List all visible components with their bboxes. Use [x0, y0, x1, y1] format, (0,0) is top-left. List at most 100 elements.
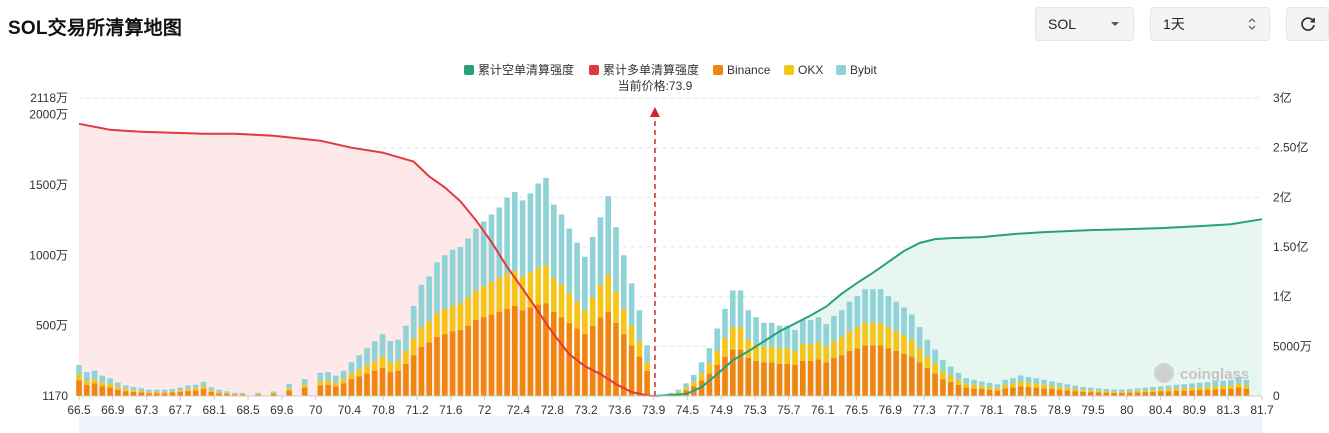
bar-bybit: [434, 262, 440, 313]
bar-binance: [792, 365, 798, 396]
current-price-label: 当前价格:73.9: [618, 78, 693, 93]
bar-binance: [768, 362, 775, 396]
bar-bybit: [947, 366, 954, 376]
bar-bybit: [1095, 388, 1102, 391]
bar-binance: [597, 317, 604, 396]
bar-bybit: [146, 389, 152, 392]
bar-okx: [1041, 384, 1047, 389]
bar-bybit: [1072, 385, 1078, 389]
bar-okx: [76, 374, 82, 381]
bar-bybit: [1158, 386, 1164, 390]
bar-binance: [979, 389, 985, 396]
coinglass-logo-icon: [1154, 363, 1174, 383]
legend-swatch: [836, 65, 846, 75]
bar-bybit: [519, 200, 526, 277]
x-tick-label: 80.4: [1149, 403, 1173, 417]
bar-bybit: [1204, 382, 1211, 387]
x-tick-label: 79.5: [1081, 403, 1105, 417]
bar-bybit: [885, 296, 892, 328]
refresh-button[interactable]: [1286, 7, 1329, 41]
left-tick-label: 2000万: [29, 108, 68, 122]
bar-binance: [706, 373, 713, 396]
x-tick-label: 73.9: [642, 403, 666, 417]
bar-okx: [854, 327, 861, 349]
x-tick-label: 71.6: [439, 403, 463, 417]
bar-bybit: [1142, 387, 1149, 391]
bar-bybit: [1002, 379, 1008, 385]
bar-binance: [418, 346, 425, 396]
bar-okx: [955, 379, 962, 385]
bar-bybit: [1220, 380, 1226, 386]
bar-okx: [909, 339, 915, 357]
bar-okx: [1002, 384, 1008, 389]
x-tick-label: 67.7: [169, 403, 193, 417]
bar-binance: [527, 307, 534, 396]
bar-okx: [582, 310, 588, 335]
x-tick-label: 67.3: [135, 403, 159, 417]
bar-binance: [893, 351, 899, 396]
bar-okx: [613, 291, 619, 323]
bar-okx: [971, 384, 977, 389]
bar-bybit: [558, 214, 565, 285]
bar-okx: [1165, 389, 1172, 392]
bar-bybit: [115, 382, 121, 387]
bar-bybit: [807, 320, 814, 344]
bar-binance: [932, 373, 938, 396]
bar-okx: [1080, 389, 1086, 392]
bar-binance: [449, 331, 456, 396]
bar-okx: [675, 391, 682, 394]
bar-bybit: [270, 391, 277, 393]
bar-binance: [364, 373, 370, 396]
bar-bybit: [403, 325, 409, 351]
bar-binance: [1049, 389, 1055, 396]
bar-binance: [940, 379, 946, 396]
bar-bybit: [138, 388, 145, 392]
bar-okx: [379, 356, 386, 368]
bar-binance: [488, 314, 495, 396]
period-select[interactable]: 1天: [1150, 7, 1270, 41]
range-slider[interactable]: [79, 416, 1262, 433]
bar-binance: [776, 363, 783, 396]
bar-bybit: [1243, 380, 1250, 386]
bar-okx: [730, 327, 736, 350]
bar-bybit: [597, 217, 604, 285]
bar-okx: [776, 348, 783, 364]
coin-select[interactable]: SOL: [1035, 7, 1134, 41]
bar-binance: [216, 393, 222, 396]
bar-binance: [504, 308, 510, 396]
bar-okx: [1158, 389, 1164, 392]
bar-bybit: [1025, 377, 1032, 383]
bar-okx: [535, 268, 541, 305]
bar-bybit: [340, 370, 347, 380]
bar-binance: [901, 353, 907, 396]
x-tick-label: 80.9: [1183, 403, 1207, 417]
bar-binance: [122, 391, 129, 396]
bar-bybit: [800, 320, 806, 344]
left-tick-label: 1500万: [29, 178, 68, 192]
bar-binance: [543, 303, 549, 396]
bar-bybit: [216, 389, 222, 392]
bar-binance: [753, 360, 759, 396]
bar-binance: [340, 383, 347, 396]
bar-binance: [270, 393, 277, 396]
bar-okx: [963, 383, 969, 388]
right-tick-label: 2亿: [1273, 189, 1292, 204]
bar-okx: [192, 388, 199, 391]
current-price-marker: 当前价格:73.9: [618, 78, 693, 396]
bar-binance: [76, 380, 82, 396]
bar-bybit: [1189, 383, 1195, 388]
bar-binance: [224, 393, 230, 396]
bar-bybit: [442, 255, 448, 309]
bar-okx: [768, 346, 775, 363]
bar-binance: [371, 370, 378, 396]
bar-bybit: [91, 370, 98, 380]
bar-bybit: [644, 345, 650, 363]
bar-binance: [800, 360, 806, 396]
right-tick-label: 1.50亿: [1273, 239, 1308, 254]
bar-okx: [924, 356, 931, 368]
bar-bybit: [177, 387, 183, 391]
bar-okx: [566, 293, 573, 323]
bar-bybit: [574, 242, 580, 302]
bar-bybit: [566, 228, 573, 294]
bar-binance: [208, 391, 215, 396]
